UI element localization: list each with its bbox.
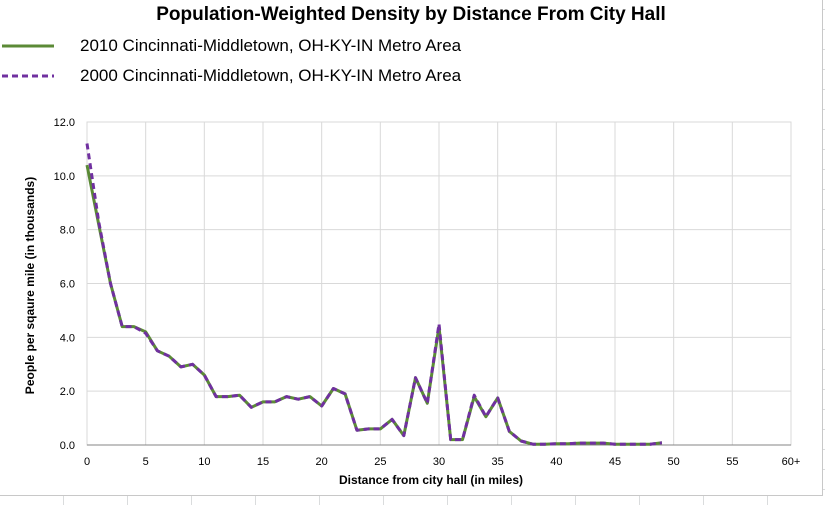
y-tick-label: 4.0	[60, 332, 75, 344]
x-tick-label: 60+	[782, 456, 801, 468]
x-tick-label: 0	[84, 456, 90, 468]
y-tick-label: 8.0	[60, 225, 75, 237]
x-axis-title: Distance from city hall (in miles)	[339, 473, 523, 487]
x-tick-label: 15	[257, 456, 269, 468]
legend-item-2010: 2010 Cincinnati-Middletown, OH-KY-IN Met…	[0, 34, 560, 58]
y-tick-label: 10.0	[54, 171, 75, 183]
legend-label-2010: 2010 Cincinnati-Middletown, OH-KY-IN Met…	[80, 36, 462, 55]
x-tick-label: 35	[492, 456, 504, 468]
chart-area[interactable]: Population-Weighted Density by Distance …	[0, 0, 823, 496]
y-tick-label: 0.0	[60, 440, 75, 452]
chart-title: Population-Weighted Density by Distance …	[156, 4, 666, 25]
plot-area: 0.0 2.0 4.0 6.0 8.0 10.0 12.0 0 5 10 15 20 25 30 35 40 4…	[23, 117, 801, 487]
x-tick-label: 40	[550, 456, 562, 468]
legend-item-2000: 2000 Cincinnati-Middletown, OH-KY-IN Met…	[0, 64, 560, 88]
y-tick-label: 2.0	[60, 386, 75, 398]
y-tick-label: 6.0	[60, 279, 75, 291]
legend-label-2000: 2000 Cincinnati-Middletown, OH-KY-IN Met…	[80, 66, 462, 85]
series-line-1	[85, 143, 663, 446]
x-tick-label: 5	[143, 456, 149, 468]
x-tick-label: 45	[609, 456, 621, 468]
y-axis-title: People per sqaure mile (in thousands)	[23, 177, 37, 394]
x-tick-label: 55	[726, 456, 738, 468]
x-tick-label: 30	[433, 456, 445, 468]
series-line-0	[85, 164, 663, 446]
x-tick-label: 50	[668, 456, 680, 468]
legend-swatch-2000	[2, 74, 54, 78]
x-tick-label: 20	[316, 456, 328, 468]
x-tick-label: 10	[198, 456, 210, 468]
y-tick-label: 12.0	[54, 117, 75, 129]
legend-swatch-2010	[2, 44, 54, 48]
x-tick-label: 25	[374, 456, 386, 468]
